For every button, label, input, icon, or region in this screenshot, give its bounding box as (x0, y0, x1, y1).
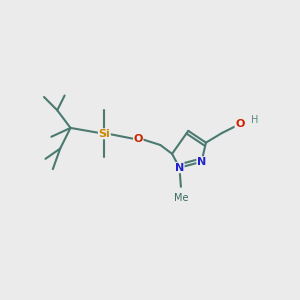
Text: O: O (134, 134, 143, 144)
Text: Me: Me (174, 193, 188, 203)
Text: N: N (197, 157, 206, 167)
Text: O: O (235, 119, 244, 129)
Text: N: N (175, 163, 184, 173)
Text: H: H (251, 115, 258, 125)
Text: Si: Si (98, 129, 110, 139)
